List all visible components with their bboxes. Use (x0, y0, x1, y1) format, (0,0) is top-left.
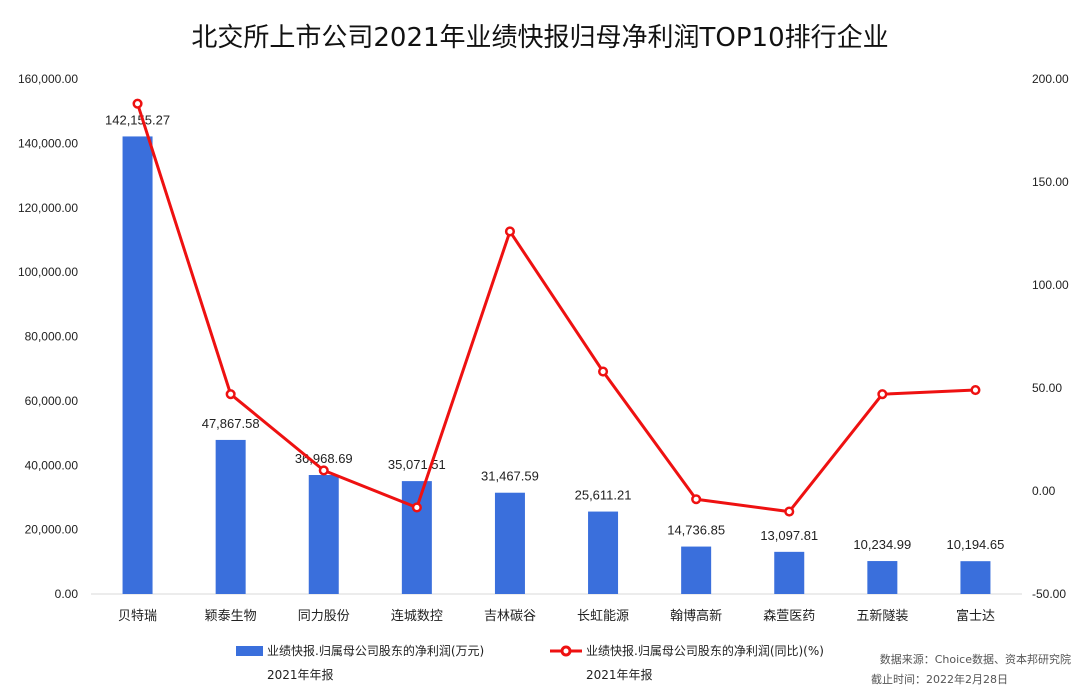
y-left-tick-label: 100,000.00 (18, 265, 78, 279)
bar-data-label: 47,867.58 (202, 416, 260, 431)
legend: 业绩快报.归属母公司股东的净利润(万元) 2021年年报 业绩快报.归属母公司股… (236, 643, 824, 682)
line-point[interactable] (132, 98, 143, 109)
legend-item-line[interactable]: 业绩快报.归属母公司股东的净利润(同比)(%) 2021年年报 (550, 643, 824, 682)
x-tick-label: 连城数控 (391, 608, 443, 624)
cutoff-date-note: 截止时间：2022年2月28日 (871, 672, 1008, 686)
legend-line-marker (560, 645, 572, 657)
x-tick-label: 富士达 (956, 608, 995, 624)
y-axis-left: 0.00 20,000.00 40,000.00 60,000.00 80,000.00… (18, 72, 78, 601)
legend-bar-swatch (236, 646, 263, 656)
bar-data-label: 142,155.27 (105, 112, 170, 127)
line-point[interactable] (691, 494, 702, 505)
legend-line-sublabel: 2021年年报 (586, 667, 653, 682)
bar-data-label: 25,611.21 (575, 488, 632, 503)
line-point[interactable] (598, 366, 609, 377)
bar[interactable] (681, 546, 712, 594)
bar[interactable] (401, 481, 432, 594)
y-right-tick-label: 100.00 (1032, 278, 1069, 292)
y-right-tick-label: 50.00 (1032, 381, 1062, 395)
legend-bar-sublabel: 2021年年报 (267, 667, 334, 682)
line-path (136, 103, 976, 514)
line-point[interactable] (411, 502, 422, 513)
x-tick-label: 贝特瑞 (118, 609, 157, 624)
line-point[interactable] (504, 226, 516, 237)
y-axis-right: -50.00 0.00 50.00 100.00 150.00 200.00 (1032, 72, 1069, 601)
x-tick-label: 森萱医药 (763, 609, 815, 624)
data-source-note: 数据来源：Choice数据、资本邦研究院 (880, 652, 1071, 666)
bar[interactable] (774, 551, 805, 594)
y-left-tick-label: 120,000.00 (18, 201, 78, 215)
bar-series (122, 136, 991, 594)
bar[interactable] (122, 136, 153, 594)
y-left-tick-label: 60,000.00 (25, 394, 79, 408)
x-tick-label: 翰博高新 (670, 608, 722, 624)
y-right-tick-label: -50.00 (1032, 587, 1066, 601)
bar[interactable] (867, 561, 898, 594)
bar-data-label: 31,467.59 (481, 469, 539, 484)
bar-data-labels: 142,155.27 47,867.58 36,968.69 35,071.51 31,… (105, 112, 1004, 552)
y-left-tick-label: 140,000.00 (18, 136, 78, 150)
legend-item-bar[interactable]: 业绩快报.归属母公司股东的净利润(万元) 2021年年报 (236, 643, 484, 682)
x-tick-label: 五新隧装 (856, 608, 908, 624)
y-right-tick-label: 150.00 (1032, 175, 1069, 189)
bar[interactable] (494, 492, 525, 594)
bar-data-label: 10,194.65 (947, 537, 1005, 552)
bar[interactable] (960, 561, 991, 594)
bar[interactable] (588, 511, 619, 594)
line-series (132, 98, 981, 517)
bar-data-label: 13,097.81 (760, 528, 818, 543)
bar-data-label: 14,736.85 (667, 523, 725, 538)
y-left-tick-label: 40,000.00 (25, 458, 79, 472)
y-left-tick-label: 20,000.00 (25, 523, 79, 537)
y-left-tick-label: 0.00 (55, 587, 79, 601)
line-point[interactable] (784, 506, 795, 517)
legend-line-label: 业绩快报.归属母公司股东的净利润(同比)(%) (586, 643, 824, 658)
y-right-tick-label: 200.00 (1032, 72, 1069, 86)
x-tick-label: 颖泰生物 (205, 609, 257, 624)
bar-data-label: 36,968.69 (295, 451, 353, 466)
bar[interactable] (308, 475, 339, 594)
x-tick-label: 同力股份 (298, 609, 350, 624)
line-point[interactable] (225, 389, 236, 400)
x-tick-label: 吉林碳谷 (484, 609, 536, 624)
line-point[interactable] (877, 389, 888, 400)
y-left-tick-label: 160,000.00 (18, 72, 78, 86)
x-axis: 贝特瑞 颖泰生物 同力股份 连城数控 吉林碳谷 长虹能源 翰博高新 森萱医药 五新隧装 富士达 (118, 608, 995, 624)
legend-bar-label: 业绩快报.归属母公司股东的净利润(万元) (267, 643, 484, 658)
x-tick-label: 长虹能源 (577, 609, 629, 624)
y-left-tick-label: 80,000.00 (25, 330, 79, 344)
bar[interactable] (215, 439, 246, 594)
chart-title: 北交所上市公司2021年业绩快报归母净利润TOP10排行企业 (191, 23, 888, 53)
bar-data-label: 35,071.51 (388, 457, 446, 472)
line-point[interactable] (970, 385, 981, 396)
line-point[interactable] (318, 465, 329, 476)
y-right-tick-label: 0.00 (1032, 484, 1056, 498)
bar-data-label: 10,234.99 (853, 537, 911, 552)
